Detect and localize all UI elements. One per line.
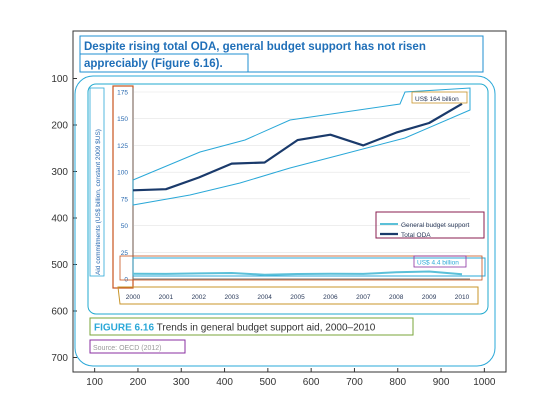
chart-x-tick-label: 2007 [356, 294, 371, 301]
chart-x-ticks: 2000 2001 2002 2003 2004 2005 2006 2007 2008 2009… [126, 294, 470, 301]
figure-title-line2: appreciably (Figure 6.16). [84, 58, 223, 70]
frame-y-tick-label: 700 [51, 353, 68, 364]
annotation-box-total [411, 91, 468, 104]
outer-rounded-box [74, 75, 496, 367]
frame-y-tick-label: 300 [51, 167, 68, 178]
chart-y-tick-label: 150 [117, 116, 128, 123]
chart-x-tick-label: 2003 [224, 294, 239, 301]
annotation-total-oda: US$ 164 billion [415, 96, 459, 103]
frame-x-tick-label: 600 [303, 377, 320, 388]
chart-y-tick-label: 175 [117, 90, 128, 97]
frame-x-tick-label: 100 [86, 377, 103, 388]
series-line-general-budget-support [132, 270, 463, 276]
chart-x-tick-label: 2006 [323, 294, 338, 301]
figure-title-line1: Despite rising total ODA, general budget… [84, 41, 426, 53]
caption-box [89, 317, 414, 336]
chart-x-tick-label: 2002 [192, 294, 207, 301]
chart-y-tick-label: 125 [117, 143, 128, 150]
frame-y-tick-label: 100 [51, 74, 68, 85]
chart-x-tick-label: 2008 [389, 294, 404, 301]
annotation-box-gbs [413, 255, 467, 268]
caption-label: FIGURE 6.16 [94, 323, 154, 334]
total-oda-highlight [132, 87, 471, 206]
frame-x-tick-label: 400 [216, 377, 233, 388]
frame-x-tick-label: 800 [389, 377, 406, 388]
series-layer [132, 102, 463, 276]
chart-x-tick-label: 2009 [422, 294, 437, 301]
x-ticklabel-box [117, 286, 479, 305]
legend-label-gbs: General budget support [401, 222, 469, 229]
legend-box [375, 211, 485, 239]
frame-y-tick-label: 500 [51, 260, 68, 271]
chart-y-tick-label: 100 [117, 170, 128, 177]
frame-y-tick-label: 200 [51, 121, 68, 132]
chart-outer-box [87, 83, 489, 315]
frame-x-tick-label: 300 [173, 377, 190, 388]
frame-x-axis: 100 200 300 400 500 600 700 800 900 1000 [86, 368, 496, 388]
chart-x-tick-label: 2005 [290, 294, 305, 301]
frame-y-tick-label: 400 [51, 214, 68, 225]
chart-x-tick-label: 2001 [159, 294, 174, 301]
caption-text: Trends in general budget support aid, 20… [154, 323, 376, 334]
title-box-tail [79, 53, 249, 73]
y-axis-label: Aid commitments (US$ billion, constant 2… [95, 129, 102, 275]
source-box [89, 339, 186, 354]
frame-x-tick-label: 500 [260, 377, 277, 388]
frame-x-tick-label: 700 [346, 377, 363, 388]
frame-x-tick-label: 200 [130, 377, 147, 388]
chart-y-tick-label: 50 [121, 223, 129, 230]
series-line-total-oda [132, 102, 463, 192]
axes-frame [72, 30, 507, 373]
frame-x-tick-label: 1000 [473, 377, 496, 388]
annotation-gbs: US$ 4.4 billion [417, 260, 459, 267]
chart-x-tick-label: 2000 [126, 294, 141, 301]
figure-caption: FIGURE 6.16 Trends in general budget sup… [94, 323, 376, 334]
frame-y-axis: 100 200 300 400 500 600 700 [51, 74, 77, 364]
frame-y-tick-label: 600 [51, 307, 68, 318]
chart-y-tick-label: 25 [121, 250, 129, 257]
frame-x-tick-label: 900 [433, 377, 450, 388]
source-note: Source: OECD (2012) [93, 345, 161, 352]
chart-x-tick-label: 2010 [455, 294, 470, 301]
gbs-highlight [132, 257, 486, 277]
chart-y-tick-label: 75 [121, 196, 129, 203]
chart-x-tick-label: 2004 [257, 294, 272, 301]
ylabel-box [89, 87, 105, 277]
gbs-band-box [119, 255, 483, 281]
legend-label-oda: Total ODA [401, 232, 431, 239]
